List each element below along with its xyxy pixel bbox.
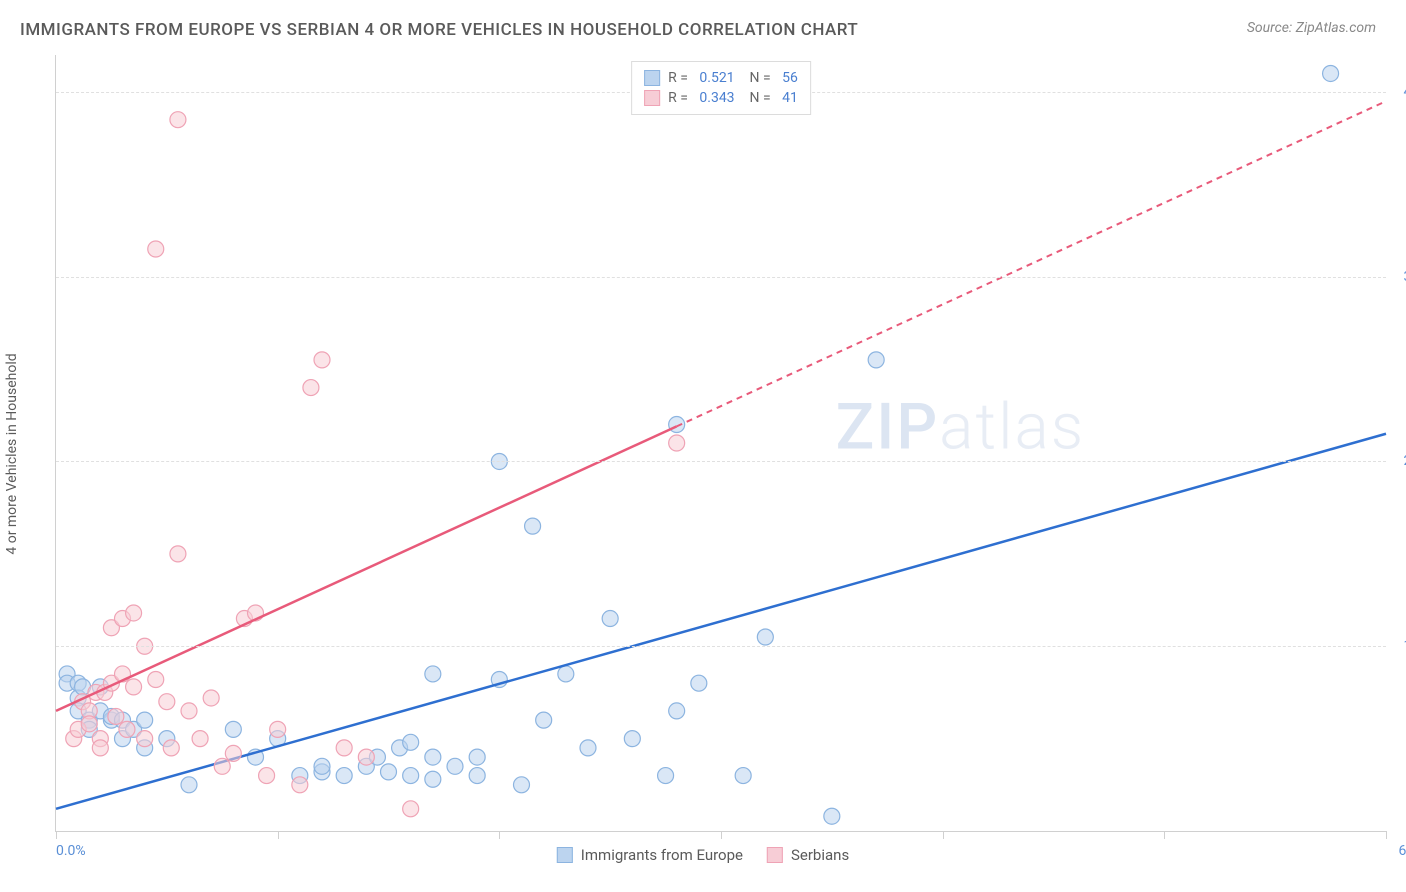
data-point <box>669 703 685 719</box>
data-point <box>669 435 685 451</box>
trend-line-dashed <box>677 101 1386 426</box>
data-point <box>469 749 485 765</box>
page-title: IMMIGRANTS FROM EUROPE VS SERBIAN 4 OR M… <box>20 20 858 40</box>
data-point <box>137 712 153 728</box>
data-point <box>536 712 552 728</box>
data-point <box>170 112 186 128</box>
scatter-svg <box>56 55 1386 831</box>
series-legend: Immigrants from Europe Serbians <box>557 846 849 864</box>
data-point <box>757 629 773 645</box>
x-tick <box>1164 831 1165 839</box>
data-point <box>119 721 135 737</box>
swatch-serbians-bottom <box>767 847 783 863</box>
data-point <box>203 690 219 706</box>
data-point <box>163 740 179 756</box>
x-tick <box>278 831 279 839</box>
data-point <box>691 675 707 691</box>
data-point <box>81 716 97 732</box>
data-point <box>214 758 230 774</box>
y-axis-label: 4 or more Vehicles in Household <box>4 353 20 554</box>
data-point <box>558 666 574 682</box>
data-point <box>602 611 618 627</box>
data-point <box>181 777 197 793</box>
x-tick <box>721 831 722 839</box>
legend-row-serbians: R = 0.343 N = 41 <box>644 88 798 108</box>
data-point <box>225 745 241 761</box>
data-point <box>403 801 419 817</box>
data-point <box>469 768 485 784</box>
data-point <box>868 352 884 368</box>
legend-item-serbians: Serbians <box>767 846 849 864</box>
data-point <box>447 758 463 774</box>
legend-item-europe: Immigrants from Europe <box>557 846 743 864</box>
data-point <box>425 666 441 682</box>
data-point <box>336 768 352 784</box>
source-attribution: Source: ZipAtlas.com <box>1247 20 1376 36</box>
data-point <box>126 605 142 621</box>
data-point <box>514 777 530 793</box>
x-tick <box>1386 831 1387 839</box>
gridline <box>56 277 1386 278</box>
x-tick <box>56 831 57 839</box>
data-point <box>358 749 374 765</box>
data-point <box>148 671 164 687</box>
data-point <box>624 731 640 747</box>
data-point <box>1323 65 1339 81</box>
x-axis-label: 0.0% <box>56 843 86 859</box>
data-point <box>259 768 275 784</box>
data-point <box>108 708 124 724</box>
data-point <box>192 731 208 747</box>
data-point <box>425 749 441 765</box>
x-tick <box>943 831 944 839</box>
data-point <box>336 740 352 756</box>
swatch-europe <box>644 70 660 86</box>
data-point <box>525 518 541 534</box>
x-tick <box>499 831 500 839</box>
data-point <box>425 771 441 787</box>
data-point <box>225 721 241 737</box>
chart-plot-area: ZIPatlas R = 0.521 N = 56 R = 0.343 N = … <box>55 55 1386 832</box>
data-point <box>403 734 419 750</box>
data-point <box>270 721 286 737</box>
data-point <box>314 352 330 368</box>
data-point <box>381 764 397 780</box>
data-point <box>314 758 330 774</box>
legend-row-europe: R = 0.521 N = 56 <box>644 68 798 88</box>
swatch-serbians <box>644 90 660 106</box>
data-point <box>148 241 164 257</box>
swatch-europe-bottom <box>557 847 573 863</box>
correlation-legend: R = 0.521 N = 56 R = 0.343 N = 41 <box>631 61 811 115</box>
data-point <box>580 740 596 756</box>
data-point <box>303 380 319 396</box>
trend-line-solid <box>56 426 677 711</box>
data-point <box>181 703 197 719</box>
data-point <box>735 768 751 784</box>
data-point <box>403 768 419 784</box>
x-axis-label: 60.0% <box>1398 843 1406 859</box>
data-point <box>137 731 153 747</box>
data-point <box>126 679 142 695</box>
data-point <box>824 808 840 824</box>
data-point <box>159 694 175 710</box>
data-point <box>170 546 186 562</box>
data-point <box>658 768 674 784</box>
data-point <box>92 740 108 756</box>
gridline <box>56 461 1386 462</box>
data-point <box>292 777 308 793</box>
gridline <box>56 646 1386 647</box>
